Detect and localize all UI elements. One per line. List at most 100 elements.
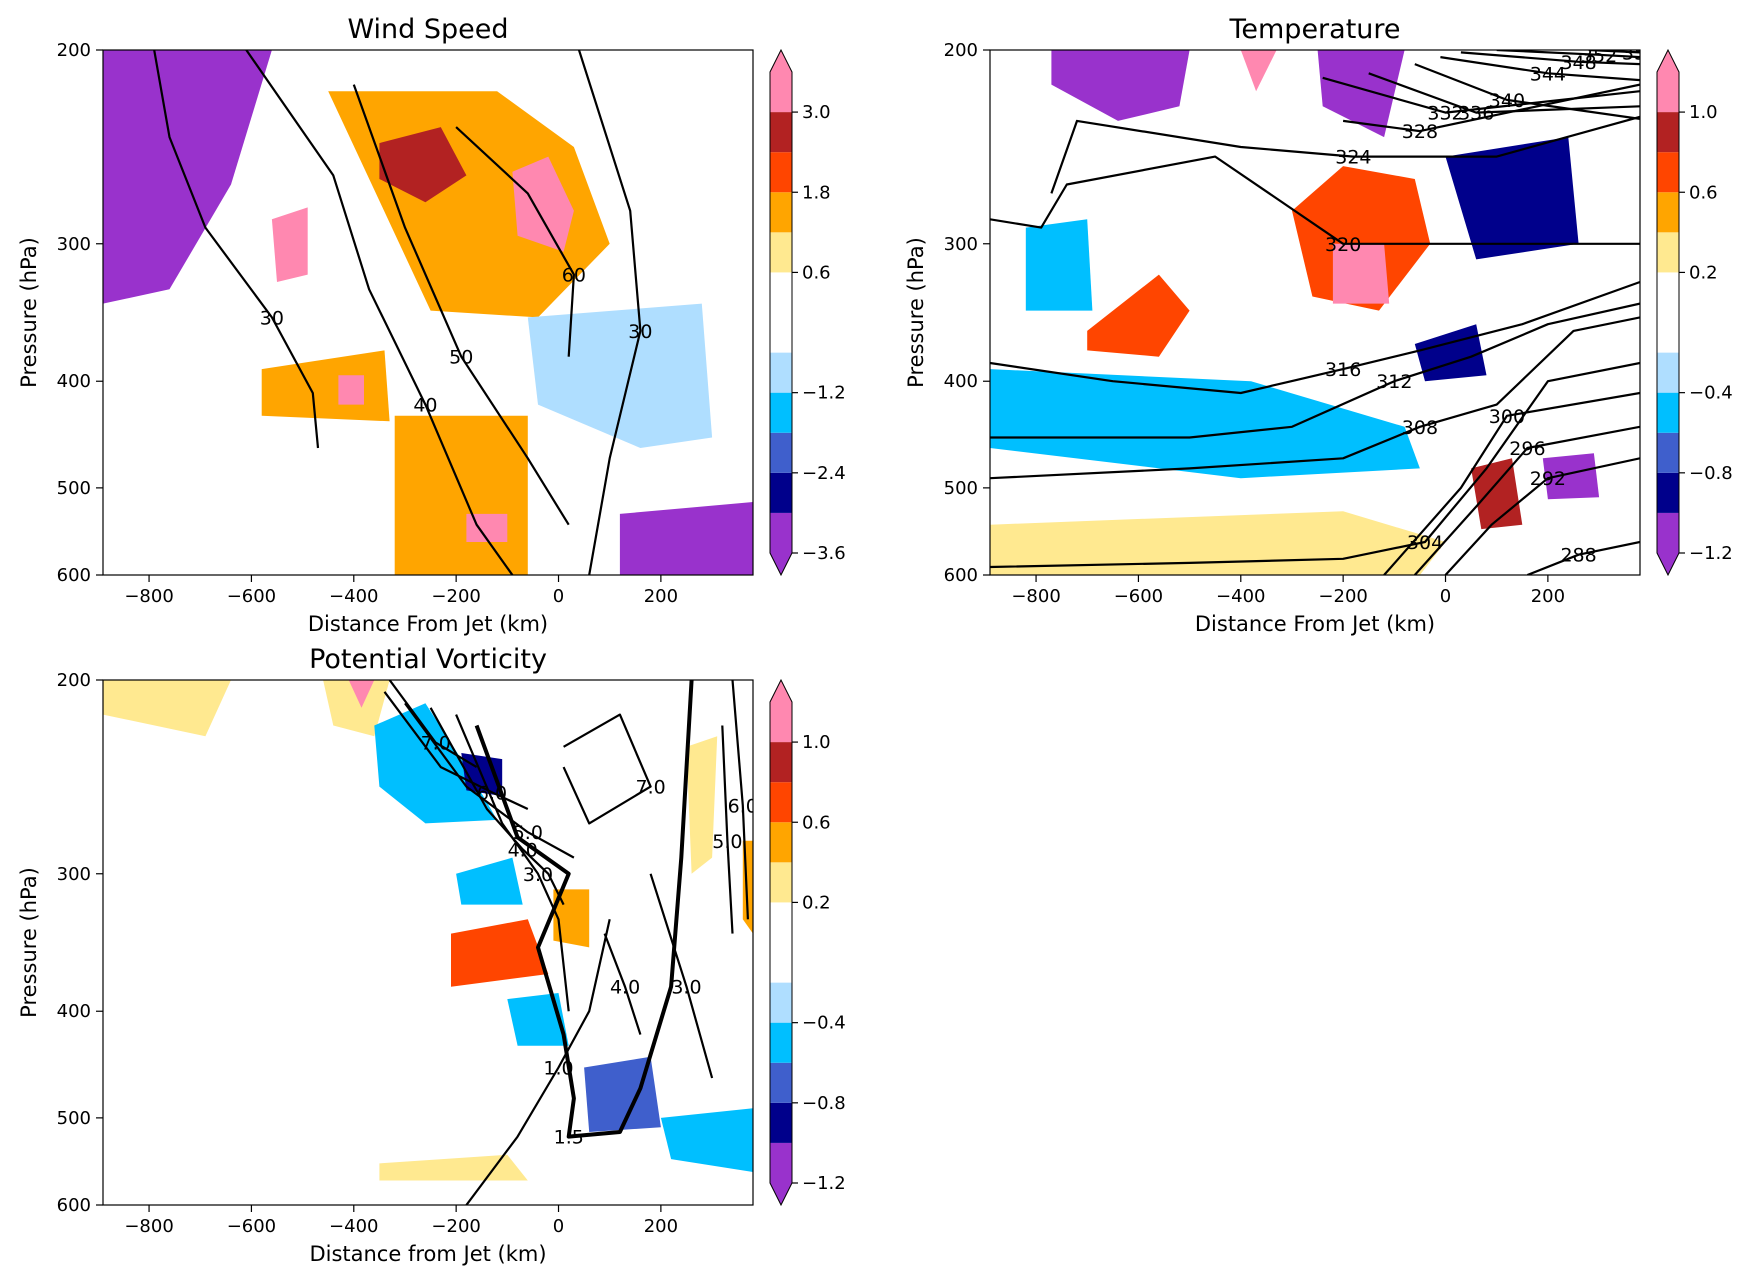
contour-label-text: 50 (449, 347, 473, 369)
shaded-region (466, 513, 508, 542)
plot-frame (102, 679, 754, 1206)
contour-line (429, 707, 565, 906)
colorbar-tick-label: 0.2 (1689, 262, 1718, 283)
contour-label: 320 (1325, 234, 1361, 256)
contour-label: 308 (1402, 417, 1438, 439)
contour-line (990, 302, 1640, 439)
contour-label: 3.0 (523, 864, 553, 886)
contour-label: 30 (628, 321, 652, 343)
colorbar-band (1657, 392, 1679, 433)
contour-label-text: 356 (1622, 42, 1658, 64)
colorbar-tick-label: −1.2 (802, 383, 846, 404)
contour-line (465, 919, 611, 1205)
contour-label: 312 (1376, 371, 1412, 393)
colorbar: −1.2 −0.8 −0.4 0.2 0.6 1.0 (769, 678, 846, 1207)
colorbar-tick-label: −3.6 (802, 543, 846, 564)
y-tick-label: 200 (944, 40, 978, 61)
shaded-region (527, 303, 713, 448)
y-axis-label: Pressure (hPa) (904, 237, 928, 388)
contour-line (1444, 457, 1640, 575)
y-tick-label: 200 (57, 670, 91, 691)
contour-label: 1.5 (554, 1127, 584, 1149)
x-tick-label: −600 (227, 586, 276, 607)
colorbar-band (770, 272, 792, 353)
x-tick-label: −200 (431, 1216, 480, 1237)
contour-line (388, 680, 478, 769)
contour-label: 292 (1530, 468, 1566, 490)
colorbar-tick-label: 0.2 (802, 892, 831, 913)
contour-label: 50 (449, 347, 473, 369)
shaded-region (1051, 50, 1190, 121)
contour-label-text: 352 (1581, 45, 1617, 67)
shaded-region (1240, 50, 1277, 92)
contour-label-text: 348 (1560, 52, 1596, 74)
y-tick-label: 500 (57, 478, 91, 499)
x-tick-label: −200 (431, 586, 480, 607)
contour-label-text: 344 (1530, 63, 1566, 85)
colorbar-extend-max (770, 50, 792, 72)
contour-line (352, 84, 570, 526)
shaded-region (374, 703, 498, 824)
x-tick-label: 0 (553, 586, 564, 607)
plot-frame (102, 49, 754, 576)
colorbar-tick-label: −1.2 (1689, 543, 1733, 564)
contour-label: 3.0 (671, 977, 701, 999)
colorbar: −3.6 −2.4 −1.2 0.6 1.8 3.0 (769, 48, 846, 577)
contour-label-text: 312 (1376, 371, 1412, 393)
y-tick-label: 600 (944, 565, 978, 586)
contour-label-text: 332 (1427, 103, 1463, 125)
contour-line (577, 50, 642, 575)
x-tick-label: −400 (1216, 586, 1265, 607)
x-tick-label: 200 (644, 1216, 678, 1237)
x-tick-label: 200 (644, 586, 678, 607)
shaded-region (323, 680, 390, 737)
y-axis-label: Pressure (hPa) (17, 237, 41, 388)
shaded-region (1292, 166, 1431, 311)
contour-label-text: 316 (1325, 359, 1361, 381)
contour-label-text: 40 (413, 395, 437, 417)
colorbar-tick-label: −1.2 (802, 1173, 846, 1194)
contour-label-text: 304 (1407, 532, 1443, 554)
contour-label-text: 288 (1560, 545, 1596, 567)
contour-label: 348 (1560, 52, 1596, 74)
colorbar-band (770, 742, 792, 783)
shaded-region (456, 857, 523, 905)
colorbar-band (770, 112, 792, 153)
contour-label-text: 328 (1402, 121, 1438, 143)
contour-label: 304 (1407, 532, 1443, 554)
contour-line (245, 50, 514, 575)
contour-line (383, 691, 529, 810)
x-axis-label: Distance from Jet (km) (309, 1242, 546, 1266)
contour-label: 316 (1325, 359, 1361, 381)
contour-label: 4.0 (610, 977, 640, 999)
colorbar-band (770, 702, 792, 743)
colorbar-band (770, 352, 792, 393)
contour-label-text: 3.0 (523, 864, 553, 886)
plot-frame (989, 49, 1641, 576)
colorbar-band (770, 232, 792, 273)
contour-label-text: 336 (1458, 103, 1494, 125)
colorbar-band (1657, 192, 1679, 233)
contour-line (603, 933, 642, 1035)
contour-line (1050, 115, 1640, 194)
chart-title: Wind Speed (347, 14, 508, 45)
colorbar-tick-label: 3.0 (802, 102, 831, 123)
shaded-region (394, 415, 528, 575)
colorbar: −1.2 −0.8 −0.4 0.2 0.6 1.0 (1656, 48, 1733, 577)
contour-line (153, 50, 320, 449)
contour-label: 296 (1509, 438, 1545, 460)
colorbar-band (770, 1062, 792, 1103)
shaded-region (660, 1108, 753, 1172)
contour-line (649, 873, 714, 1079)
colorbar-band (770, 512, 792, 553)
contour-line (990, 316, 1640, 480)
chart-title: Temperature (1228, 14, 1400, 45)
y-tick-label: 500 (57, 1108, 91, 1129)
shaded-region (619, 502, 753, 575)
contour-line (1496, 50, 1640, 59)
x-tick-label: −800 (124, 586, 173, 607)
contour-label-text: 320 (1325, 234, 1361, 256)
colorbar-tick-label: −2.4 (802, 463, 846, 484)
contour-line (1383, 391, 1640, 575)
